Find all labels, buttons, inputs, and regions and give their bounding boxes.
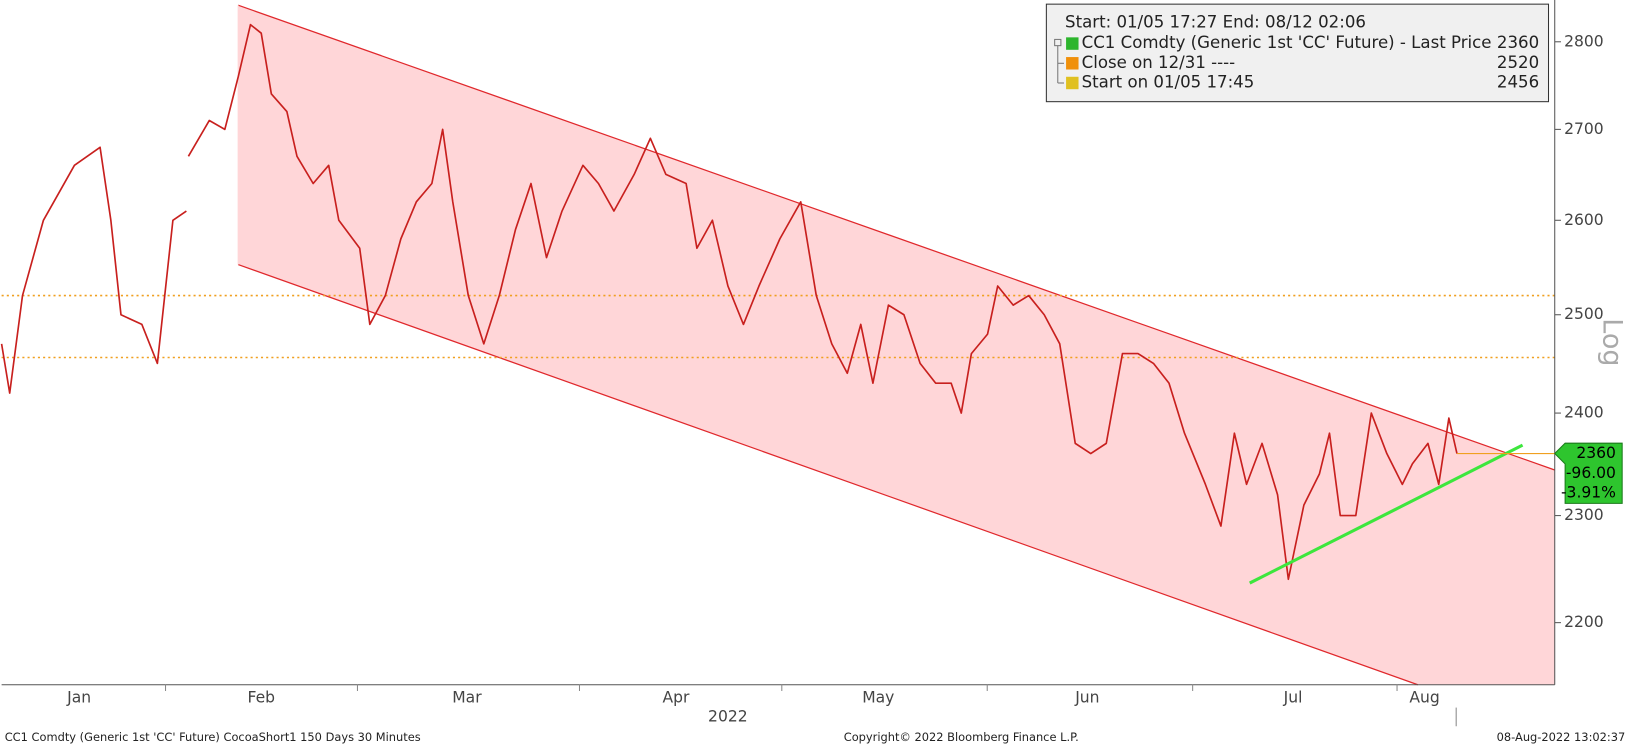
x-tick-label: Apr [663,689,691,707]
legend-value: 2360 [1497,33,1539,52]
y-tick-label: 2700 [1564,120,1604,138]
legend-swatch [1066,37,1079,50]
x-tick-label: Feb [247,689,275,707]
legend-tree [1054,38,1064,84]
y-tick-label: 2200 [1564,613,1604,631]
legend-box [1045,3,1550,103]
channel-fill [238,5,1555,685]
y-tick-label: 2400 [1564,404,1604,422]
support-trendline [1249,443,1524,585]
y-tick-label: 2300 [1564,506,1604,524]
channel-lower [237,263,1418,686]
legend: CC1 Comdty (Generic 1st 'CC' Future) - L… [1066,33,1539,91]
x-tick-label: May [862,689,894,707]
x-tick-label: Aug [1409,689,1439,707]
x-tick-label: Mar [452,689,482,707]
footer-right: 08-Aug-2022 13:02:37 [1497,730,1626,744]
last-price-label: 2360 [1576,444,1616,462]
price-line [0,146,187,394]
y-tick-label: 2600 [1564,211,1604,229]
month-separators [165,684,1457,727]
scale-label: Log [1596,318,1627,366]
plot-area [0,23,1555,581]
y-tick-label: 2800 [1564,32,1604,50]
legend-label: CC1 Comdty (Generic 1st 'CC' Future) - L… [1082,33,1492,52]
legend-value: 2520 [1497,53,1539,72]
legend-label: Close on 12/31 ---- [1082,53,1235,72]
x-axis-label: 2022 [708,707,748,725]
legend-value: 2456 [1497,73,1539,92]
x-tick-label: Jan [66,689,91,707]
footer-left: CC1 Comdty (Generic 1st 'CC' Future) Coc… [5,730,421,744]
price-line [187,23,1458,581]
legend-label: Start on 01/05 17:45 [1082,73,1255,92]
legend-swatch [1066,76,1079,90]
last-change-label: -96.00 [1566,464,1616,482]
last-change-pct-label: -3.91% [1561,483,1616,501]
legend-header: Start: 01/05 17:27 End: 08/12 02:06 [1065,12,1366,31]
legend-swatch [1066,57,1079,70]
x-tick-label: Jul [1283,689,1303,707]
channel-upper [237,4,1555,471]
y-tick-label: 2500 [1564,305,1604,323]
last-price-box [1554,442,1623,504]
x-tick-label: Jun [1074,689,1099,707]
footer-center: Copyright© 2022 Bloomberg Finance L.P. [844,730,1079,744]
